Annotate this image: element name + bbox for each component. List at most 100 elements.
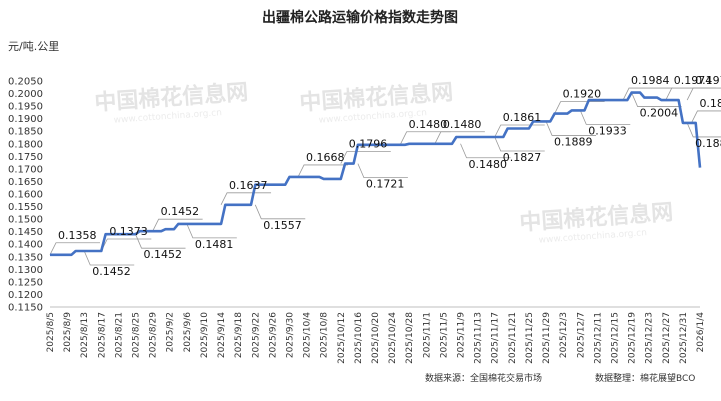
data-label: 0.1889 (554, 135, 593, 148)
x-tick-label: 2025/9/26 (268, 312, 278, 358)
data-label-leader (135, 234, 186, 249)
data-label: 0.1480 (409, 118, 448, 131)
data-label: 0.1480 (443, 118, 482, 131)
x-tick-label: 2025/10/20 (371, 312, 381, 364)
x-tick-label: 2025/12/11 (593, 312, 603, 364)
data-label: 0.1883 (699, 97, 721, 110)
y-tick-label: 0.1850 (8, 127, 43, 138)
x-tick-label: 2025/12/27 (662, 312, 672, 364)
data-label-leader (579, 110, 631, 125)
data-label: 0.1481 (195, 238, 234, 251)
data-label: 0.1668 (306, 151, 345, 164)
y-tick-label: 0.1400 (8, 240, 43, 251)
data-label: 0.1721 (366, 178, 405, 191)
data-labels: 0.1358 0.1452 0.1373 0.1452 0.1452 0.1481 0.16… (58, 74, 721, 278)
x-tick-label: 2025/8/9 (63, 312, 73, 353)
data-label-leaders (49, 87, 721, 266)
data-label-leader (686, 122, 721, 138)
data-label: 0.1796 (349, 138, 388, 151)
data-label-leader (545, 121, 597, 136)
data-label-leader (494, 136, 545, 152)
y-tick-label: 0.1800 (8, 139, 43, 150)
data-label: 0.2004 (640, 107, 679, 120)
y-tick-label: 0.1350 (8, 252, 43, 263)
x-tick-label: 2025/8/21 (114, 312, 124, 358)
series-line (50, 91, 702, 257)
y-tick-label: 0.1150 (8, 303, 43, 314)
y-tick-label: 0.1550 (8, 202, 43, 213)
data-label-leader (434, 131, 485, 144)
data-label-leader (83, 250, 135, 266)
x-axis-ticks: 2025/8/5 2025/8/9 2025/8/13 2025/8/17 2025/8… (46, 312, 706, 364)
x-tick-label: 2025/12/7 (576, 312, 586, 358)
data-label-leader (460, 143, 511, 159)
x-tick-label: 2025/12/19 (628, 312, 638, 364)
y-tick-label: 0.1700 (8, 164, 43, 175)
x-tick-label: 2025/9/2 (166, 312, 176, 352)
data-label-leader (622, 87, 674, 101)
x-tick-label: 2025/11/21 (508, 312, 518, 364)
data-label-leader (340, 151, 391, 164)
x-tick-label: 2025/10/28 (405, 312, 415, 364)
data-label: 0.1974 (674, 74, 713, 87)
watermark-brand: 中国棉花信息网 (519, 199, 674, 236)
x-tick-label: 2025/11/9 (457, 312, 467, 358)
x-tick-label: 2025/12/15 (610, 312, 620, 364)
data-label-leader (494, 124, 545, 138)
x-tick-label: 2025/9/30 (285, 312, 295, 358)
x-tick-label: 2025/11/29 (542, 312, 552, 364)
data-label: 0.1920 (563, 88, 602, 101)
data-label-leader (400, 131, 451, 144)
data-label-leader (631, 92, 682, 107)
y-tick-label: 0.1450 (8, 227, 43, 238)
y-tick-label: 0.1200 (8, 290, 43, 301)
data-label-leader (49, 242, 100, 255)
x-tick-label: 2025/11/25 (525, 312, 535, 364)
chart-title: 出疆棉公路运输价格指数走势图 (262, 9, 458, 26)
x-tick-label: 2025/8/17 (97, 312, 107, 358)
data-source-note: 数据来源：全国棉花交易市场 (425, 372, 542, 384)
data-label: 0.1452 (161, 205, 200, 218)
watermark-brand: 中国棉花信息网 (299, 79, 454, 116)
y-tick-label: 0.1750 (8, 152, 43, 163)
data-label-leader (186, 223, 237, 239)
data-label: 0.1883 (695, 137, 721, 150)
x-tick-label: 2025/9/18 (234, 312, 244, 358)
x-tick-label: 2025/12/31 (679, 312, 689, 364)
y-tick-label: 0.1900 (8, 114, 43, 125)
x-tick-label: 2025/10/24 (388, 312, 398, 364)
data-label: 0.1637 (229, 179, 267, 192)
y-tick-label: 0.2000 (8, 89, 43, 100)
x-tick-label: 2025/11/17 (491, 312, 501, 364)
x-tick-label: 2025/9/22 (251, 312, 261, 358)
x-tick-label: 2025/10/8 (320, 312, 330, 358)
x-tick-label: 2025/9/14 (217, 312, 227, 358)
x-tick-label: 2025/9/6 (183, 312, 193, 353)
x-tick-label: 2025/11/1 (422, 312, 432, 358)
data-label-leader (357, 163, 408, 179)
data-label-leader (297, 164, 349, 178)
watermark-brand: 中国棉花信息网 (94, 79, 249, 116)
x-tick-label: 2025/11/13 (474, 312, 484, 364)
x-tick-label: 2025/8/5 (46, 312, 56, 352)
data-label: 0.1933 (588, 124, 627, 137)
x-tick-label: 2025/9/10 (200, 312, 210, 358)
x-tick-label: 2025/8/25 (132, 312, 142, 358)
data-label: 0.1480 (469, 158, 508, 171)
x-tick-label: 2025/8/13 (80, 312, 90, 358)
y-tick-label: 0.1950 (8, 102, 43, 113)
data-label-leader (554, 101, 605, 114)
data-label: 0.1861 (503, 111, 541, 124)
x-tick-label: 2026/1/4 (696, 312, 706, 353)
data-label: 0.1452 (92, 265, 131, 278)
y-tick-label: 0.2050 (8, 77, 43, 88)
data-label-leader (152, 218, 203, 232)
data-compiler-note: 数据整理：棉花展望BCO (595, 372, 695, 384)
y-tick-label: 0.1250 (8, 277, 43, 288)
data-label-leader (691, 110, 721, 124)
data-label: 0.1557 (263, 219, 302, 232)
data-label-leader (686, 87, 721, 101)
data-label: 0.1827 (503, 151, 541, 164)
